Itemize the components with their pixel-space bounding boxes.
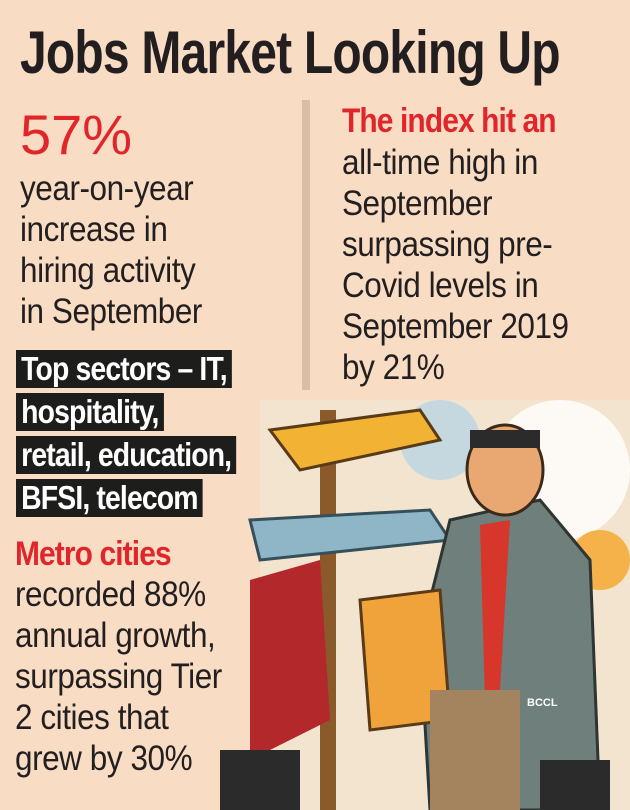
title: Jobs Market Looking Up bbox=[20, 19, 561, 86]
text-line: recorded 88% bbox=[15, 575, 206, 614]
text-line: all-time high in bbox=[342, 143, 538, 182]
credit: BCCL bbox=[527, 697, 558, 709]
metro-text: recorded 88% annual growth, surpassing T… bbox=[15, 574, 222, 779]
sector-line: hospitality, bbox=[16, 393, 164, 431]
text-line: September 2019 bbox=[342, 307, 569, 346]
text-line: September bbox=[342, 184, 493, 223]
sector-line: retail, education, bbox=[16, 436, 237, 474]
metro-lead: Metro cities bbox=[15, 535, 172, 573]
text-line: surpassing pre- bbox=[342, 225, 553, 264]
text-line: by 21% bbox=[342, 348, 445, 387]
text-line: grew by 30% bbox=[15, 739, 193, 778]
stat-text: year-on-year increase in hiring activity… bbox=[20, 168, 202, 332]
text-line: annual growth, bbox=[15, 616, 216, 655]
text-line: year-on-year bbox=[20, 169, 194, 208]
text-line: hiring activity bbox=[20, 251, 196, 290]
sector-line: Top sectors – IT, bbox=[16, 350, 232, 388]
text-line: Covid levels in bbox=[342, 266, 539, 305]
text-line: surpassing Tier bbox=[15, 657, 222, 696]
stat-figure: 57% bbox=[20, 103, 133, 166]
sectors: Top sectors – IT, hospitality, retail, e… bbox=[16, 350, 237, 522]
text-line: in September bbox=[20, 292, 202, 331]
text-line: 2 cities that bbox=[15, 698, 169, 737]
index-lead: The index hit an bbox=[342, 102, 557, 140]
text-line: increase in bbox=[20, 210, 168, 249]
index-text: all-time high in September surpassing pr… bbox=[342, 142, 569, 388]
sector-line: BFSI, telecom bbox=[16, 479, 203, 517]
